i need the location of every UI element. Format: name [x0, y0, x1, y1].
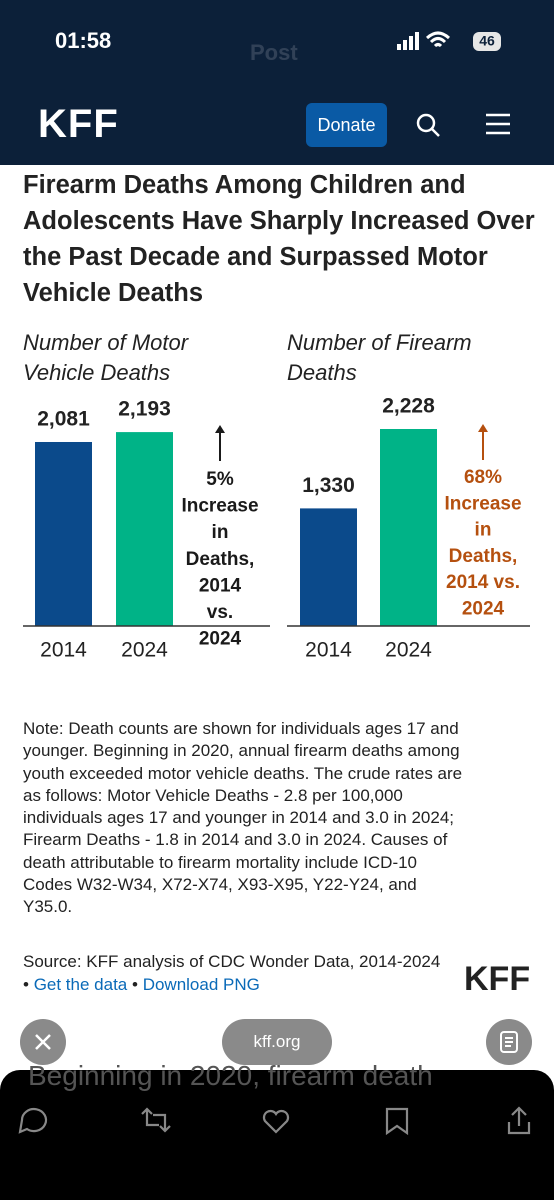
annotation: vs.	[207, 602, 233, 623]
bar	[116, 432, 173, 626]
nav-icons	[416, 113, 510, 137]
status-time: 01:58	[55, 28, 112, 53]
annotation-arrowhead	[478, 424, 488, 432]
annotation: in	[212, 522, 229, 543]
annotation: Deaths,	[449, 546, 518, 567]
x-tick-label: 2024	[121, 639, 168, 662]
share-icon[interactable]	[507, 1106, 531, 1135]
value-label: 2,081	[37, 408, 90, 431]
annotation: 2024	[462, 599, 505, 620]
chart: 2,081 2014 2,193 2024 5% Increase in Deaths, 201…	[23, 398, 270, 662]
chart: 1,330 2014 2,228 2024 68% Increase in Deaths, 20…	[287, 395, 530, 662]
separator: •	[23, 975, 29, 994]
note: Note: Death counts are shown for individ…	[23, 719, 463, 917]
logo[interactable]: KFF	[38, 102, 119, 146]
annotation: 2014	[199, 575, 242, 596]
retweet-icon[interactable]	[141, 1107, 171, 1133]
link[interactable]: Get the data	[33, 975, 128, 994]
annotation: 2014 vs.	[446, 572, 520, 593]
chart-title: Number of Firearm Deaths	[287, 330, 472, 385]
annotation: Deaths,	[186, 549, 255, 570]
donate-button[interactable]: Donate	[306, 103, 387, 147]
x-tick-label: 2014	[305, 639, 352, 662]
value-label: 2,228	[382, 395, 435, 418]
peek-text: Beginning in 2020, firearm death	[28, 1060, 433, 1091]
bar	[300, 508, 357, 626]
bar	[35, 441, 92, 626]
annotation: Increase	[181, 496, 258, 517]
bar	[380, 429, 437, 626]
separator: •	[132, 975, 138, 994]
like-icon[interactable]	[262, 1109, 290, 1134]
annotation: 68%	[464, 467, 502, 488]
search-icon[interactable]	[416, 113, 436, 133]
source: Source: KFF analysis of CDC Wonder Data,…	[23, 952, 441, 971]
annotation-arrowhead	[215, 425, 225, 433]
close-icon	[35, 1034, 51, 1050]
annotation: 2024	[199, 629, 242, 650]
annotation: 5%	[206, 469, 234, 490]
back-title: Post	[250, 40, 298, 65]
annotation: in	[475, 520, 492, 541]
menu-icon[interactable]	[486, 113, 510, 135]
value-label: 1,330	[302, 474, 355, 497]
x-tick-label: 2014	[40, 639, 87, 662]
source-line: Source: KFF analysis of CDC Wonder Data,…	[23, 950, 443, 996]
reply-icon[interactable]	[18, 1107, 48, 1134]
x-tick-label: 2024	[385, 639, 432, 662]
chart-title: Number of Motor Vehicle Deaths	[23, 330, 189, 385]
header-bg	[0, 0, 554, 165]
url-pill[interactable]: kff.org	[222, 1019, 332, 1065]
bottom-bar	[0, 1070, 554, 1200]
footer-logo: KFF	[464, 960, 531, 998]
action-bar	[18, 1106, 531, 1136]
value-label: 2,193	[118, 398, 171, 421]
battery: 46	[479, 33, 495, 49]
link[interactable]: Download PNG	[142, 975, 260, 994]
bookmark-icon[interactable]	[385, 1107, 409, 1136]
headline: Firearm Deaths Among Children and Adoles…	[23, 171, 535, 307]
status-icons: 46	[397, 31, 501, 51]
reader-icon	[500, 1031, 518, 1053]
annotation: Increase	[444, 493, 521, 514]
